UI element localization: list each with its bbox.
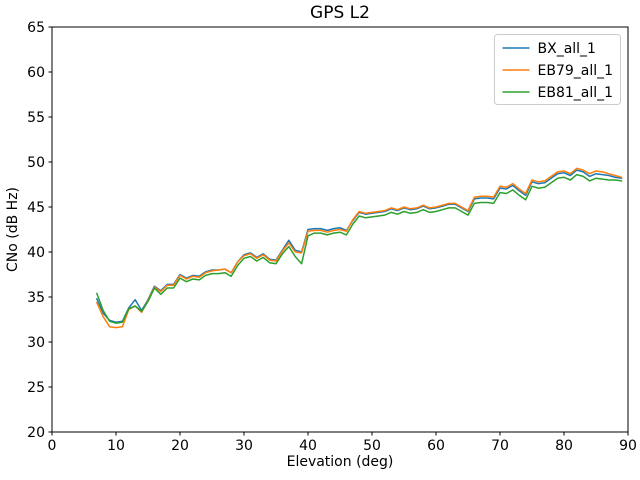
chart-title: GPS L2: [310, 3, 370, 23]
y-axis-ticks: 20 25 30 35 40 45 50 55 60 65: [27, 20, 52, 441]
y-tick-label: 20: [27, 425, 45, 441]
x-tick-label: 90: [619, 438, 637, 454]
y-tick-label: 45: [27, 200, 45, 216]
y-tick-label: 60: [27, 65, 45, 81]
series-line-EB79_all_1: [96, 167, 623, 329]
y-tick-label: 35: [27, 290, 45, 306]
x-tick-label: 20: [171, 438, 189, 454]
y-tick-label: 25: [27, 380, 45, 396]
x-axis-label: Elevation (deg): [287, 454, 394, 470]
legend-label-BX_all_1: BX_all_1: [538, 41, 596, 57]
y-axis-label: CNo (dB Hz): [5, 187, 21, 272]
y-tick-label: 40: [27, 245, 45, 261]
legend: BX_all_1 EB79_all_1 EB81_all_1: [494, 34, 621, 105]
y-tick-label: 30: [27, 335, 45, 351]
legend-label-EB79_all_1: EB79_all_1: [538, 63, 614, 79]
series-line-EB81_all_1: [96, 173, 623, 324]
x-tick-label: 50: [363, 438, 381, 454]
legend-box: [494, 34, 621, 105]
x-tick-label: 10: [107, 438, 125, 454]
x-tick-label: 60: [427, 438, 445, 454]
y-tick-label: 65: [27, 20, 45, 36]
y-tick-label: 50: [27, 155, 45, 171]
x-axis-ticks: 0 10 20 30 40 50 60 70 80 90: [48, 432, 637, 454]
data-series-lines: [96, 167, 623, 329]
y-tick-label: 55: [27, 110, 45, 126]
x-tick-label: 80: [555, 438, 573, 454]
x-tick-label: 40: [299, 438, 317, 454]
x-tick-label: 0: [48, 438, 57, 454]
x-tick-label: 70: [491, 438, 509, 454]
x-tick-label: 30: [235, 438, 253, 454]
legend-label-EB81_all_1: EB81_all_1: [538, 85, 614, 101]
